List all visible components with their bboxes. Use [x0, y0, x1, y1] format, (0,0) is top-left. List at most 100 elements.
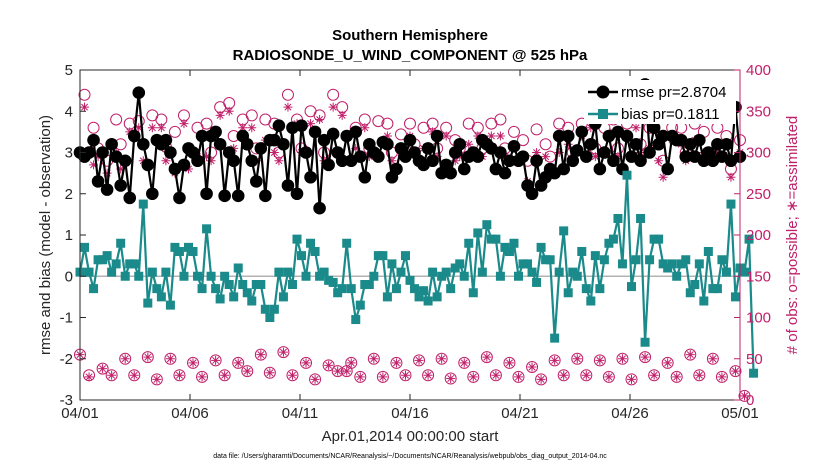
- y-tick-label-right: 200: [746, 227, 771, 244]
- obs-possible-point: [354, 370, 367, 383]
- bias-point: [260, 304, 270, 314]
- obs-possible-point: [648, 369, 661, 382]
- asterisk-stroke: [741, 392, 749, 400]
- bias-point: [568, 267, 578, 277]
- asterisk-stroke: [329, 103, 337, 111]
- asterisk-stroke: [686, 351, 694, 359]
- bias-point: [640, 337, 650, 347]
- bias-point: [93, 255, 103, 265]
- bias-point: [604, 238, 614, 248]
- obs-assimilated-point: [482, 352, 492, 362]
- y-tick-label-left: -3: [60, 392, 73, 409]
- rmse-point: [693, 133, 706, 147]
- rmse-point: [647, 121, 661, 135]
- obs-assimilated-point: [242, 366, 252, 376]
- obs-assimilated-point: [161, 156, 171, 166]
- bias-point: [183, 242, 193, 252]
- obs-possible-point: [444, 372, 457, 385]
- obs-assimilated-point: [532, 148, 542, 157]
- obs-possible-point: [571, 352, 584, 365]
- y-tick-label-right: 50: [746, 351, 763, 368]
- obs-possible-point: [625, 373, 638, 386]
- asterisk-stroke: [718, 373, 726, 381]
- obs-assimilated-point: [730, 366, 740, 376]
- rmse-point: [607, 154, 620, 168]
- y-tick-label-right: 0: [746, 392, 754, 409]
- bias-point: [215, 294, 225, 304]
- y-axis-label-right: # of obs: o=possible; ∗=assimilated: [784, 116, 801, 355]
- legend: rmse pr=2.8704 bias pr=0.1811: [584, 80, 736, 124]
- bias-point: [504, 247, 514, 256]
- obs-possible-point: [670, 370, 683, 383]
- y-tick-label-left: 1: [65, 227, 73, 244]
- obs-assimilated-point: [437, 354, 447, 364]
- asterisk-stroke: [560, 371, 568, 379]
- y-tick-label-left: 4: [65, 103, 73, 120]
- asterisk-stroke: [465, 140, 473, 148]
- rmse-point: [494, 146, 507, 159]
- asterisk-stroke: [650, 371, 658, 379]
- bias-point: [446, 284, 456, 294]
- bias-point: [256, 280, 266, 289]
- y-tick-label-left: 2: [65, 186, 73, 203]
- y-axis-label-left: rmse and bias (model - observation): [37, 115, 54, 355]
- legend-rmse-marker: [596, 85, 610, 99]
- bias-point: [188, 247, 198, 256]
- obs-assimilated-point: [559, 370, 569, 380]
- asterisk-stroke: [212, 356, 220, 364]
- rmse-point: [250, 175, 263, 188]
- rmse-point: [209, 125, 222, 139]
- asterisk-stroke: [221, 371, 229, 379]
- obs-assimilated-point: [491, 370, 501, 380]
- chart-title-line1: Southern Hemisphere: [332, 27, 488, 44]
- asterisk-stroke: [316, 115, 324, 124]
- bias-point: [206, 271, 216, 281]
- bias-point: [495, 271, 505, 281]
- obs-assimilated-point: [654, 156, 664, 166]
- x-axis-label: Apr.01,2014 00:00:00 start: [322, 428, 500, 445]
- data-file-footer: data file: /Users/gharamti/Documents/NCA…: [213, 453, 607, 460]
- bias-point: [364, 280, 374, 289]
- y-tick-label-left: 5: [65, 62, 73, 79]
- rmse-point: [308, 125, 322, 139]
- bias-point: [193, 271, 203, 281]
- obs-possible-point: [96, 362, 109, 375]
- asterisk-stroke: [695, 371, 703, 379]
- x-tick-label: 04/06: [171, 405, 209, 422]
- bias-point: [220, 271, 230, 281]
- obs-assimilated-point: [120, 354, 130, 364]
- bias-point: [586, 296, 596, 306]
- obs-assimilated-point: [360, 123, 370, 133]
- asterisk-stroke: [144, 353, 152, 361]
- bias-point: [80, 242, 90, 252]
- rmse-point: [570, 144, 584, 157]
- obs-possible-point: [241, 365, 254, 378]
- asterisk-stroke: [216, 111, 224, 119]
- obs-assimilated-point: [247, 123, 257, 133]
- obs-assimilated-point: [572, 354, 582, 364]
- bias-point: [663, 263, 673, 273]
- bias-point: [229, 292, 239, 302]
- asterisk-stroke: [496, 132, 504, 140]
- bias-point: [351, 315, 361, 325]
- asterisk-stroke: [284, 103, 292, 111]
- obs-assimilated-point: [301, 358, 311, 368]
- obs-assimilated-point: [337, 110, 347, 120]
- obs-possible-point: [232, 356, 245, 369]
- rmse-point: [177, 158, 191, 172]
- obs-assimilated-point: [283, 102, 293, 112]
- bias-point: [730, 292, 740, 302]
- bias-point: [513, 271, 523, 281]
- asterisk-stroke: [148, 124, 156, 132]
- asterisk-stroke: [605, 373, 613, 381]
- obs-assimilated-point: [541, 152, 551, 162]
- legend-rmse-label: rmse pr=2.8704: [621, 84, 726, 101]
- bias-point: [740, 267, 750, 277]
- rmse-point: [561, 129, 575, 143]
- asterisk-stroke: [483, 353, 491, 361]
- obs-possible-point: [602, 370, 615, 383]
- obs-assimilated-point: [672, 372, 682, 382]
- asterisk-stroke: [266, 369, 274, 377]
- obs-possible-point: [580, 369, 593, 382]
- asterisk-stroke: [121, 355, 129, 363]
